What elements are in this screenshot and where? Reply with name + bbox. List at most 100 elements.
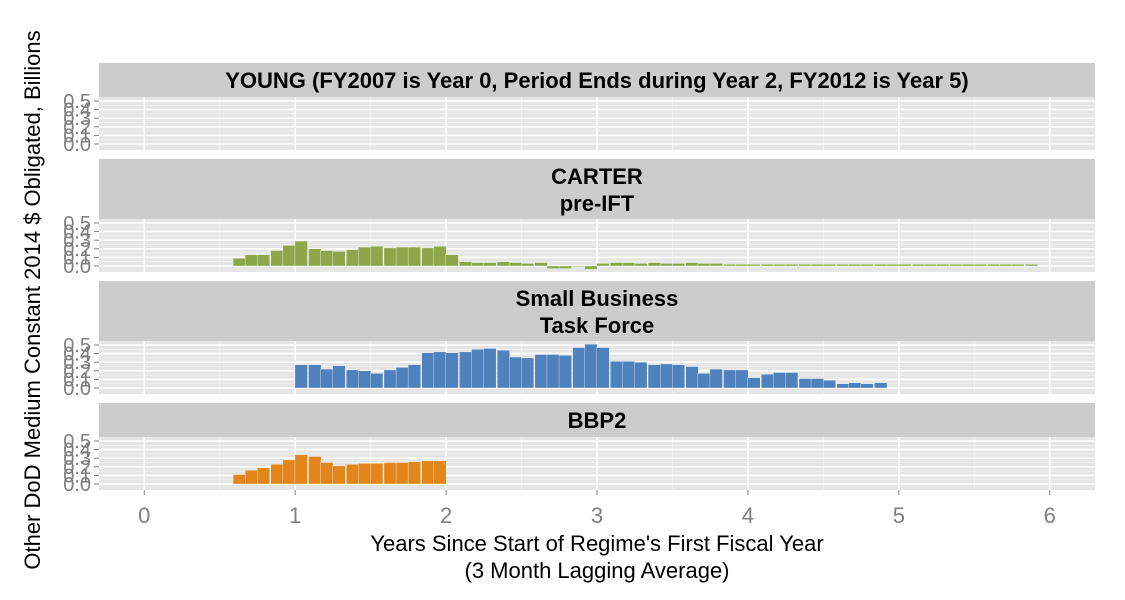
bar [973,264,987,267]
bar [320,462,334,485]
y-tick-label: 0.1 [63,465,91,487]
y-tick-label: 0.2 [63,239,91,261]
bar [232,258,246,267]
x-axis: 0 1 2 3 4 5 6 [138,490,1056,528]
facet-title: BBP2 [568,408,627,433]
bar [282,459,296,485]
y-tick-label: 0.3 [63,448,91,470]
bar [848,382,862,389]
bar [810,264,824,267]
bar [282,245,296,267]
bar [747,264,761,267]
bar [647,262,661,267]
bar [332,465,346,485]
bar [270,250,284,267]
bar [610,262,624,267]
bar [697,373,711,389]
facet-panel-1: YOUNG (FY2007 is Year 0, Period Ends dur… [63,63,1095,156]
facet-strip [99,159,1095,219]
bar [346,249,359,267]
bar [521,263,535,267]
bar [433,460,447,485]
bar [773,372,787,389]
bar [521,357,535,389]
y-tick-label: 0.5 [63,335,91,357]
bar [509,356,522,389]
facet-title: CARTER [551,164,643,189]
bar [421,247,435,267]
bar [257,254,270,267]
bar [509,262,522,267]
bar [407,364,421,389]
x-tick-label: 1 [289,503,301,528]
facet-title: YOUNG (FY2007 is Year 0, Period Ends dur… [225,68,968,93]
bar [634,362,648,389]
bar [836,264,850,267]
bar [407,246,421,267]
bar [459,351,473,389]
y-tick-label: 0.1 [63,247,91,269]
bar [346,369,359,389]
bar [898,264,912,267]
y-tick-label: 0.2 [63,361,91,383]
bar [836,383,850,389]
bar [773,264,787,267]
bar [798,378,812,389]
bar [647,364,661,389]
bar [610,361,624,389]
y-tick-label: 0.0 [63,474,91,496]
x-tick-label: 0 [138,503,150,528]
bar [332,251,346,267]
y-tick-label: 0.0 [63,378,91,400]
y-axis-title: Other DoD Medium Constant 2014 $ Obligat… [20,30,45,569]
bar [383,462,397,485]
bar [244,254,258,267]
bar [421,352,435,389]
bar [987,264,1001,267]
bar [395,462,409,485]
bar [949,264,963,267]
bar [308,456,322,485]
bar [886,264,900,267]
bar [659,263,673,267]
bar [685,262,699,267]
facet-panel-4: BBP2 0.00.10.20.30.40.5 [63,403,1095,496]
bar [622,262,636,267]
bar [232,474,246,485]
bar [697,263,711,267]
x-tick-label: 4 [742,503,754,528]
bar [622,361,636,389]
bar [761,374,774,389]
facet-subtitle: pre-IFT [560,191,635,216]
bar [433,246,447,267]
bar [308,248,322,267]
bar [672,263,685,267]
x-tick-label: 6 [1044,503,1056,528]
bar [785,264,799,267]
bar [407,461,421,485]
y-tick-label: 0.5 [63,431,91,453]
facet-strip [99,63,1095,97]
bar [709,263,723,267]
bar [496,261,510,267]
y-tick-label: 0.5 [63,213,91,235]
y-tick-label: 0.3 [63,352,91,374]
bar [383,369,397,389]
facet-title: Small Business [516,286,679,311]
facet-strip [99,403,1095,437]
bar [483,262,497,267]
bar [848,264,862,267]
bar [1025,264,1039,267]
bar [572,347,586,389]
bar [421,460,435,485]
bar [810,378,824,389]
bar [244,470,258,485]
bar [445,254,459,267]
bar [459,261,473,267]
y-tick-label: 0.3 [63,108,91,130]
y-tick-label: 0.2 [63,457,91,479]
y-tick-label: 0.4 [63,222,91,244]
